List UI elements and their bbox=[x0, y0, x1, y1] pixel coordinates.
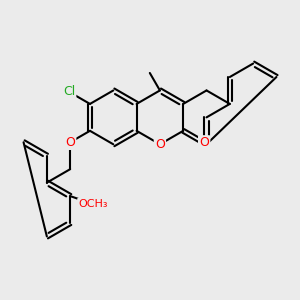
Text: O: O bbox=[155, 138, 165, 151]
Text: Cl: Cl bbox=[63, 85, 75, 98]
Text: O: O bbox=[199, 136, 209, 149]
Text: OCH₃: OCH₃ bbox=[78, 199, 108, 209]
Text: O: O bbox=[65, 136, 75, 149]
